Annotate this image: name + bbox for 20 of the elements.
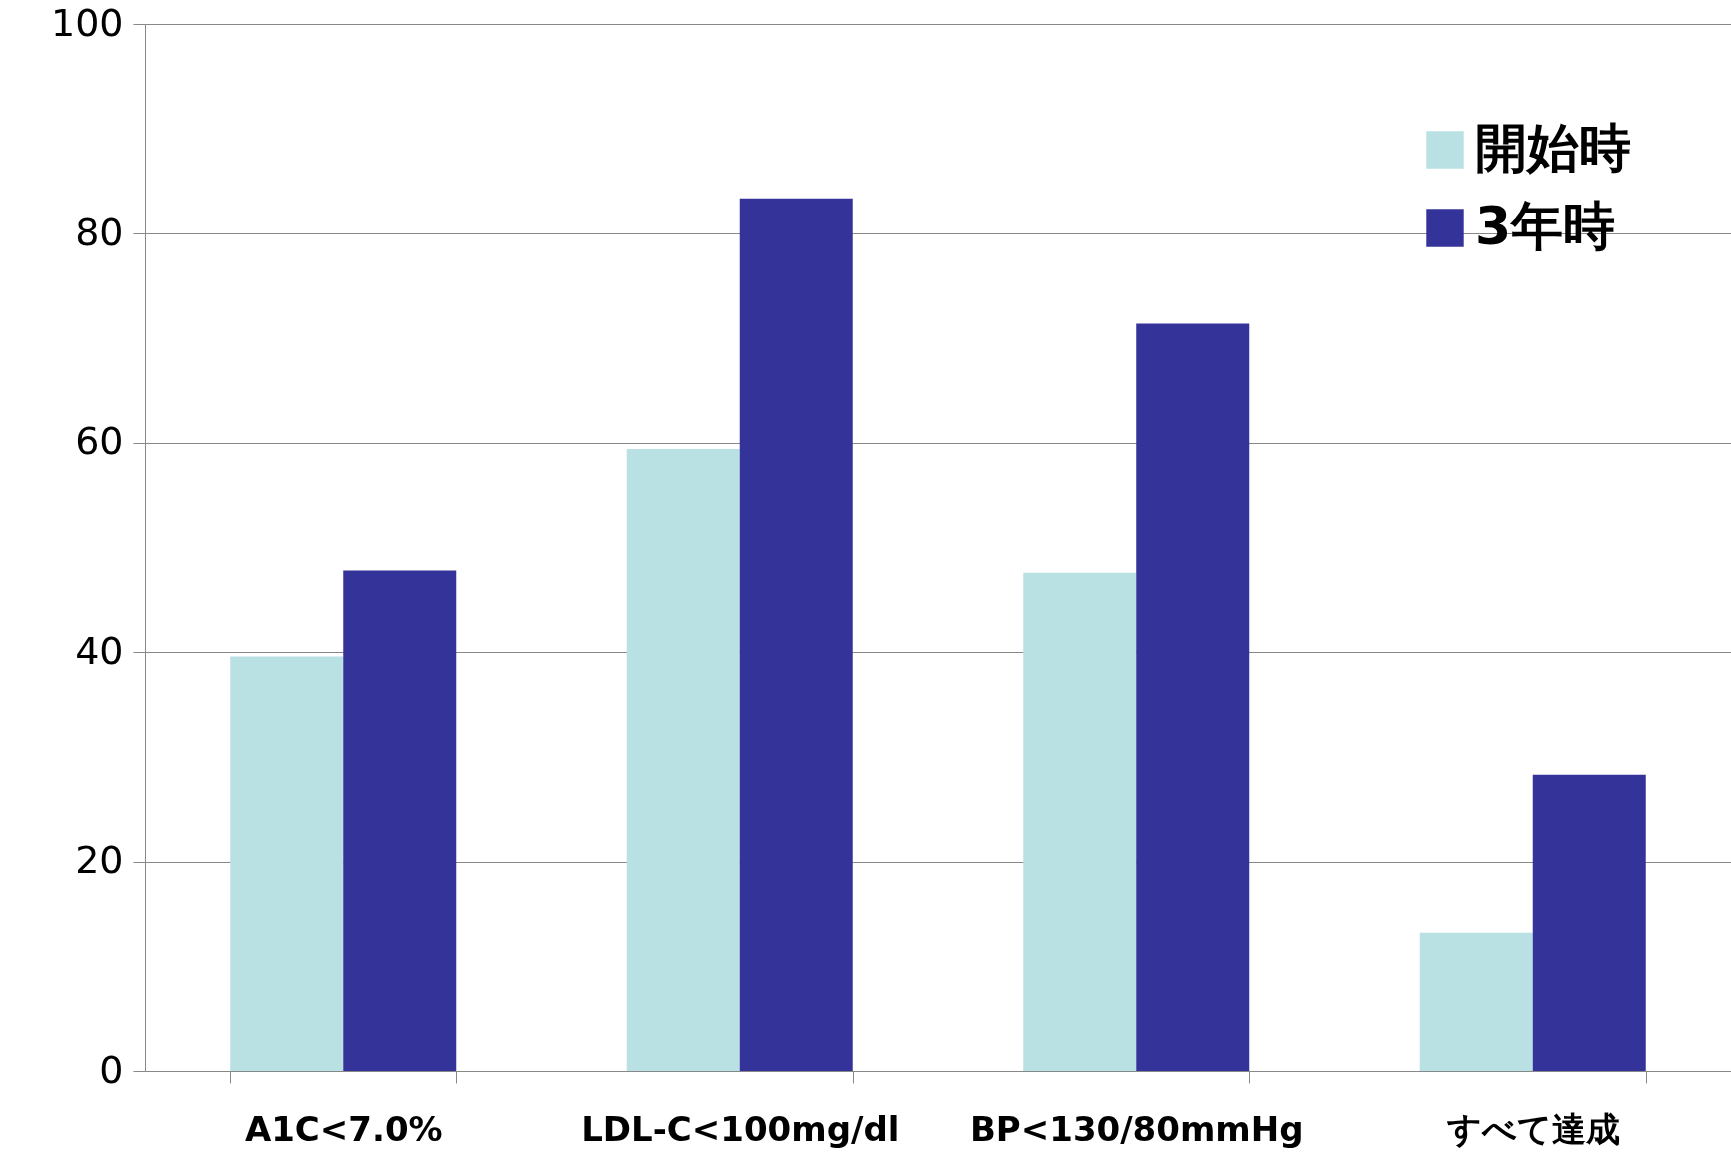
bar (1136, 323, 1250, 1071)
bar (739, 198, 853, 1071)
y-tick-label: 100 (50, 0, 124, 45)
bar (1419, 932, 1533, 1071)
y-tick-label: 0 (99, 1047, 124, 1092)
legend-label: 開始時 (1475, 118, 1631, 178)
x-tick-label: すべて達成 (1445, 1108, 1620, 1149)
y-tick-label: 40 (75, 628, 124, 673)
bar (1532, 774, 1646, 1071)
bar (230, 656, 344, 1071)
y-tick-label: 80 (75, 209, 124, 254)
bar (343, 570, 457, 1071)
legend-label: 3年時 (1475, 196, 1616, 256)
y-tick-label: 60 (75, 419, 124, 464)
bar (1023, 572, 1137, 1071)
x-tick-label: LDL-C<100mg/dl (581, 1108, 900, 1149)
x-tick-label: A1C<7.0% (244, 1108, 443, 1149)
bar (626, 449, 740, 1071)
x-tick-label: BP<130/80mmHg (969, 1108, 1304, 1149)
y-tick-label: 20 (75, 838, 124, 883)
